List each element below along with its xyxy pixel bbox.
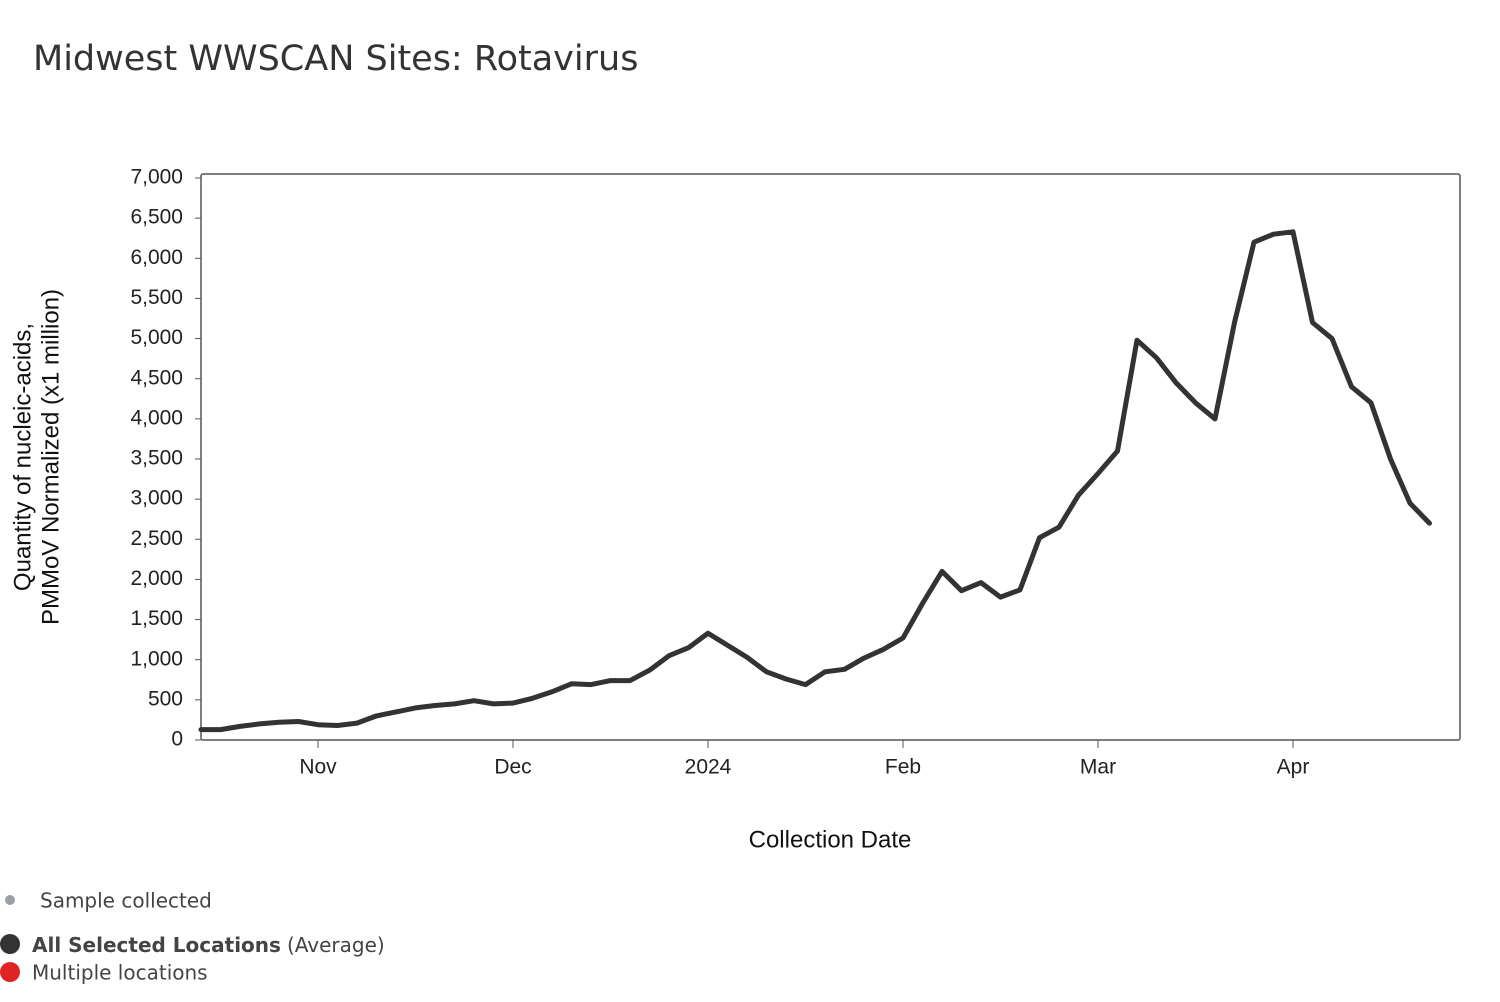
y-tick-label: 2,000 [130, 567, 183, 590]
x-tick-label: Feb [885, 756, 921, 779]
y-tick-label: 0 [171, 728, 183, 751]
legend-swatch [5, 895, 15, 905]
x-tick-label: Apr [1277, 756, 1310, 779]
legend-label: Multiple locations [32, 961, 208, 985]
y-tick-label: 3,500 [130, 447, 183, 470]
y-axis-title: Quantity of nucleic-acids, PMMoV Normali… [9, 289, 64, 625]
y-tick-label: 5,500 [130, 286, 183, 309]
y-tick-label: 7,000 [130, 166, 183, 189]
y-tick-label: 6,000 [130, 246, 183, 269]
legend-label: All Selected Locations (Average) [32, 933, 385, 957]
legend-series-name: All Selected Locations [32, 933, 281, 957]
x-axis-title: Collection Date [749, 826, 912, 853]
legend-series-note: (Average) [287, 933, 385, 957]
legend-swatch [0, 962, 20, 982]
x-tick-label: Nov [299, 756, 337, 779]
y-tick-label: 3,000 [130, 487, 183, 510]
y-tick-label: 5,000 [130, 326, 183, 349]
y-tick-label: 1,000 [130, 647, 183, 670]
y-tick-label: 1,500 [130, 607, 183, 630]
x-tick-label: Mar [1080, 756, 1116, 779]
legend-swatch [0, 934, 20, 954]
y-tick-label: 500 [148, 687, 183, 710]
y-axis-title-line: PMMoV Normalized (x1 million) [37, 289, 64, 625]
y-tick-label: 4,500 [130, 366, 183, 389]
plot-frame [200, 173, 1461, 741]
y-tick-label: 4,000 [130, 406, 183, 429]
chart-title: Midwest WWSCAN Sites: Rotavirus [33, 39, 638, 79]
y-axis-title-line: Quantity of nucleic-acids, [9, 323, 36, 591]
x-tick-label: 2024 [685, 756, 732, 779]
y-tick-label: 6,500 [130, 206, 183, 229]
series-line [198, 229, 1432, 733]
y-tick-label: 2,500 [130, 527, 183, 550]
legend-label: Sample collected [40, 889, 212, 913]
x-tick-label: Dec [494, 756, 531, 779]
